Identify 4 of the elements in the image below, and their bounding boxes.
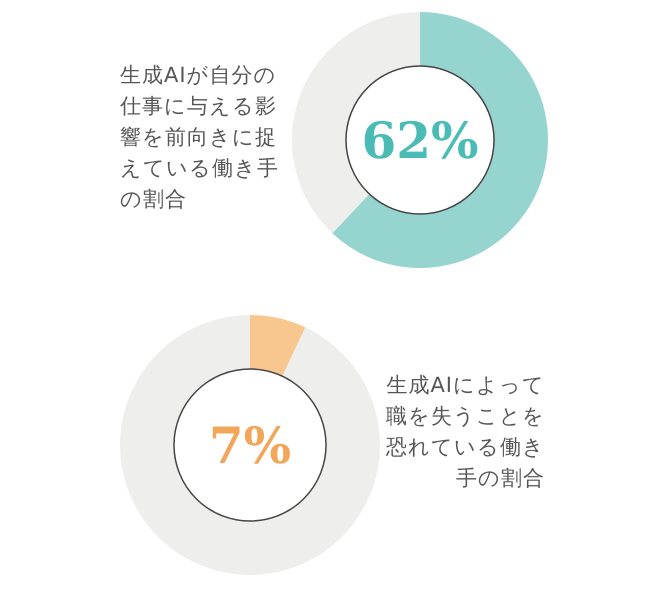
text: 62% [361,111,479,170]
text: 7% [208,416,292,475]
text: 生成AIが自分の仕事に与える影響を前向きに捉えている働き手の割合 [120,62,280,213]
text: 生成AIによって職を失うことを恐れている働き手の割合 [385,372,545,492]
